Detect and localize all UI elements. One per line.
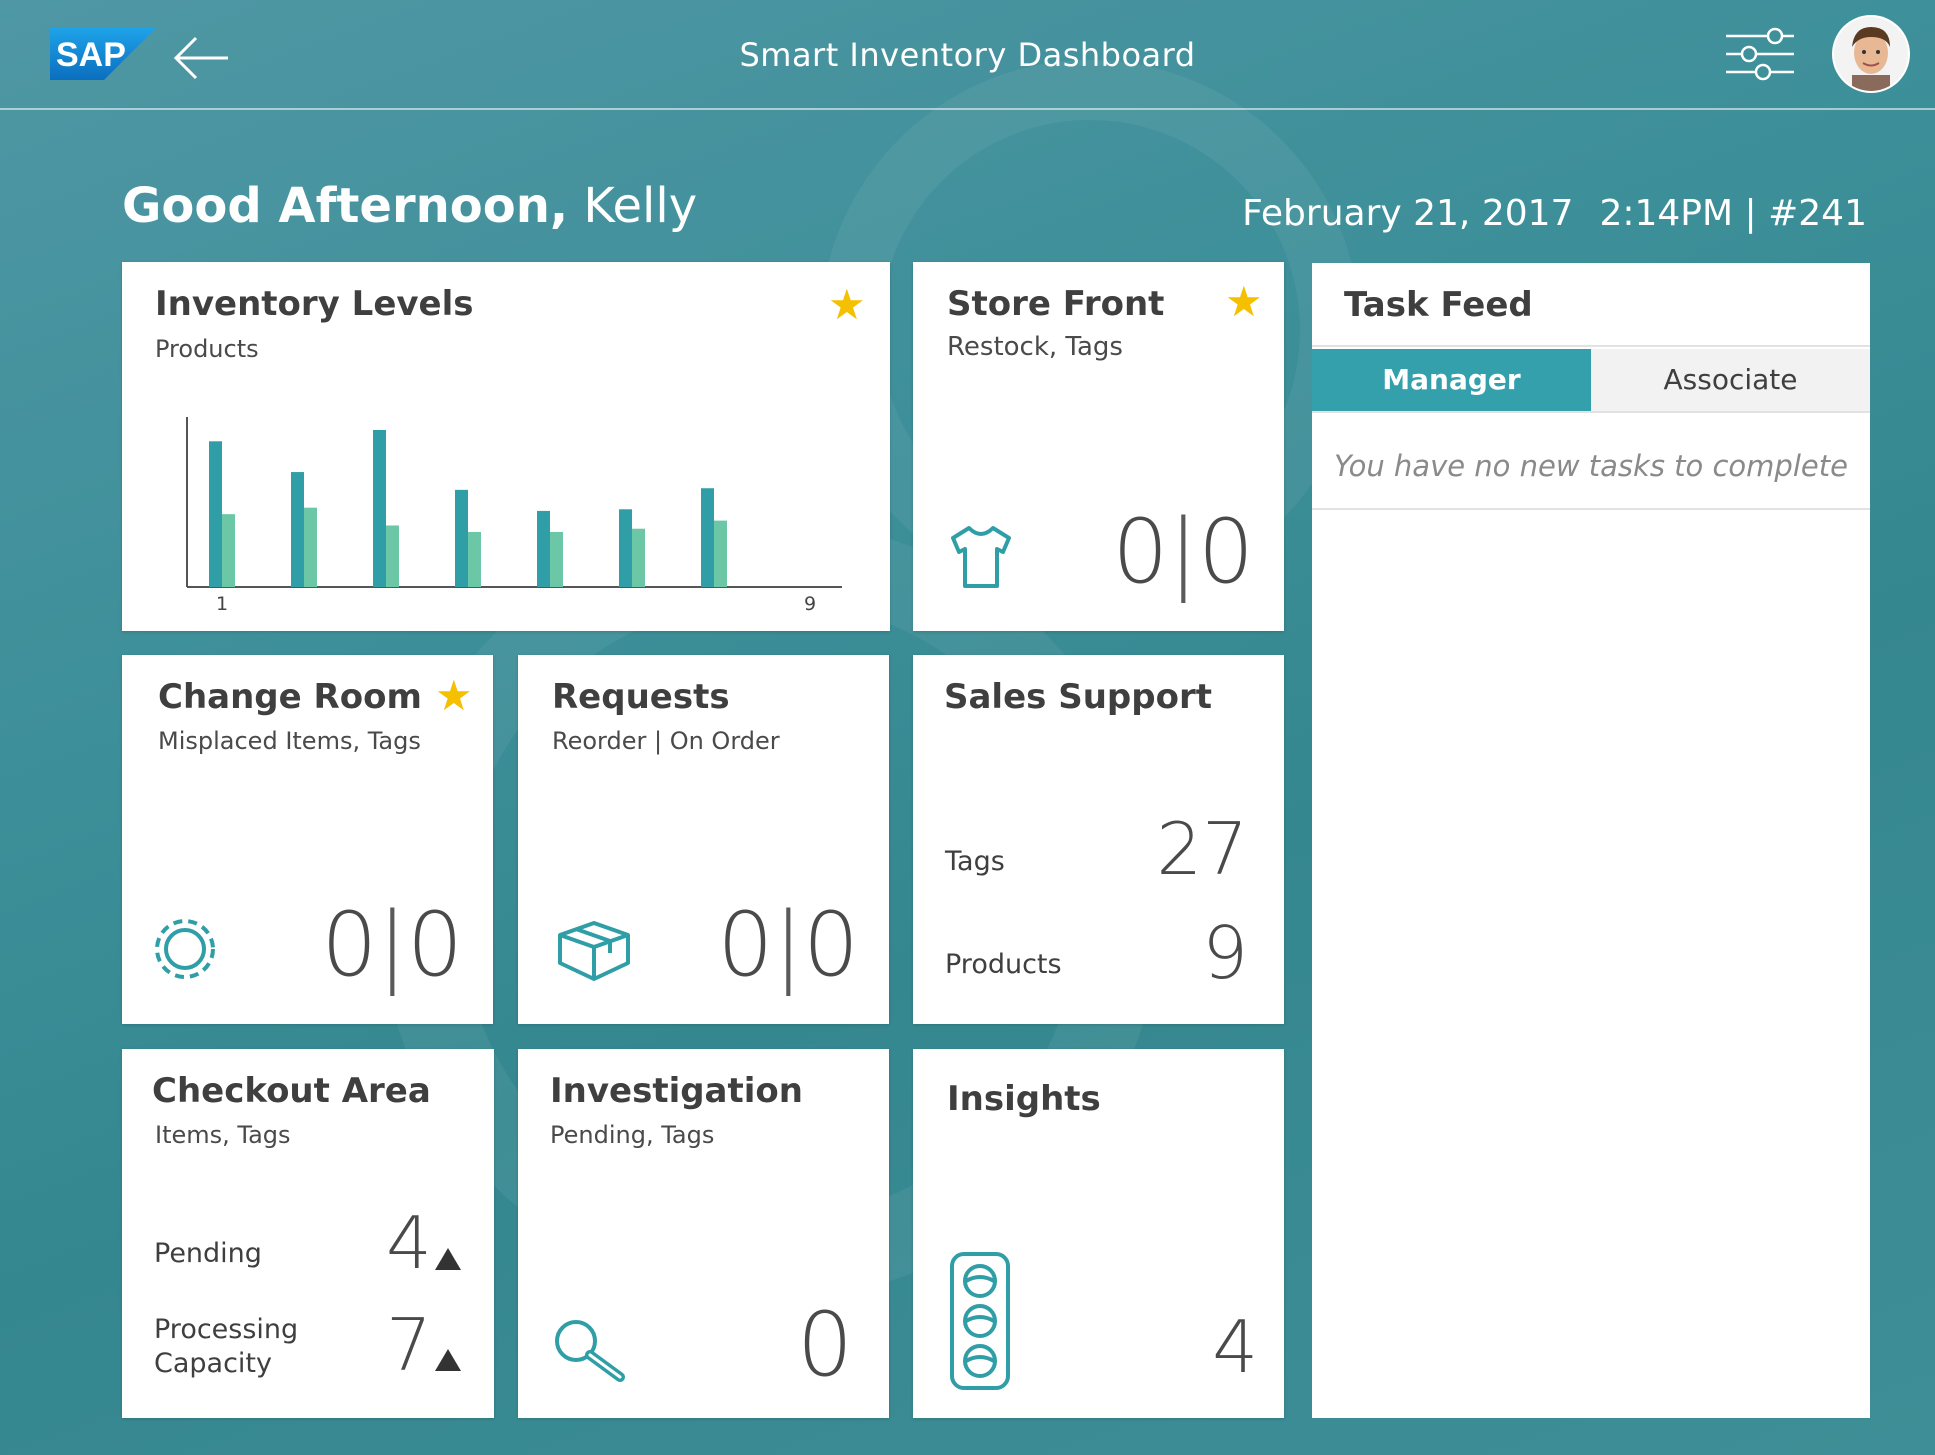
date-time-store: February 21, 2017 2:14PM | #241 (1242, 193, 1867, 234)
tile-sales-support[interactable]: Sales Support Tags 27 Products 9 (913, 655, 1284, 1024)
divider (1312, 411, 1870, 413)
bar-series-1-item-5 (537, 510, 550, 587)
tile-title: Change Room (158, 677, 422, 717)
tile-subtitle: Products (155, 335, 259, 363)
greeting-name: Kelly (583, 178, 698, 234)
trend-up-icon (435, 1248, 461, 1270)
tile-title: Insights (947, 1079, 1101, 1119)
divider (1312, 345, 1870, 347)
tile-store-front[interactable]: Store Front Restock, Tags ★ 0|0 (913, 262, 1284, 631)
tile-value: 0|0 (321, 901, 463, 989)
greeting-salutation: Good Afternoon, (122, 178, 569, 234)
bar-series-1-item-6 (619, 509, 632, 587)
sap-logo: SAP (50, 28, 156, 80)
x-tick-label: 9 (804, 593, 816, 615)
tile-subtitle: Misplaced Items, Tags (158, 727, 421, 755)
bar-series-2-item-6 (632, 528, 645, 587)
bar-series-2-item-4 (468, 531, 481, 587)
tile-subtitle: Items, Tags (155, 1121, 291, 1149)
tile-checkout-area[interactable]: Checkout Area Items, Tags Pending 4 Proc… (122, 1049, 494, 1418)
divider (1312, 508, 1870, 510)
favorite-star-icon[interactable]: ★ (435, 671, 473, 720)
tile-value: 4 (1212, 1305, 1258, 1389)
tile-change-room[interactable]: Change Room Misplaced Items, Tags ★ 0|0 (122, 655, 493, 1024)
value-left: 0 (717, 893, 774, 996)
metric-label: Pending (154, 1238, 262, 1269)
tab-manager[interactable]: Manager (1312, 349, 1591, 411)
tile-subtitle: Reorder | On Order (552, 727, 780, 755)
bar-series-2-item-2 (304, 507, 317, 587)
value-separator: | (1168, 500, 1198, 603)
current-date: February 21, 2017 (1242, 193, 1574, 234)
x-tick-label: 1 (216, 593, 228, 615)
tile-title: Sales Support (944, 677, 1212, 717)
bar-series-1-item-7 (701, 488, 714, 587)
metric-value: 4 (386, 1201, 432, 1285)
metric-label-line: Processing (154, 1314, 299, 1345)
tile-subtitle: Restock, Tags (947, 332, 1123, 362)
traffic-light-icon (950, 1252, 1010, 1390)
top-bar: SAP Smart Inventory Dashboard (0, 0, 1935, 110)
dashed-circle-icon (155, 919, 215, 979)
bar-series-1-item-1 (209, 441, 222, 587)
metric-value: 7 (386, 1303, 432, 1387)
favorite-star-icon[interactable]: ★ (828, 280, 866, 329)
value-left: 0 (321, 893, 378, 996)
tile-value: 0 (797, 1293, 853, 1396)
tile-title: Requests (552, 677, 730, 717)
bar-series-1-item-2 (291, 472, 304, 587)
tile-requests[interactable]: Requests Reorder | On Order 0|0 (518, 655, 889, 1024)
task-feed-panel: Task Feed Manager Associate You have no … (1312, 263, 1870, 1418)
settings-button[interactable] (1724, 26, 1796, 82)
tile-inventory-levels[interactable]: Inventory Levels Products ★ 1 9 (122, 262, 890, 631)
bar-series-1-item-4 (455, 489, 468, 587)
value-separator: | (773, 893, 803, 996)
settings-sliders-icon (1726, 27, 1794, 81)
value-right: 0 (407, 893, 463, 996)
metric-label: Tags (945, 846, 1005, 877)
metric-label: Processing Capacity (154, 1313, 298, 1381)
metric-label-line: Capacity (154, 1348, 272, 1379)
tab-associate[interactable]: Associate (1591, 349, 1870, 411)
svg-text:SAP: SAP (56, 36, 126, 74)
magnifier-icon (555, 1320, 625, 1382)
bar-series-2-item-7 (714, 520, 727, 587)
tile-insights[interactable]: Insights 4 (913, 1049, 1284, 1418)
empty-task-message: You have no new tasks to complete (1334, 449, 1848, 483)
tile-title: Checkout Area (152, 1071, 431, 1111)
tile-subtitle: Pending, Tags (550, 1121, 715, 1149)
user-avatar[interactable] (1834, 17, 1908, 91)
tile-value: 0|0 (717, 901, 859, 989)
trend-up-icon (435, 1349, 461, 1371)
tile-investigation[interactable]: Investigation Pending, Tags 0 (518, 1049, 889, 1418)
tile-value: 0|0 (1112, 508, 1254, 596)
greeting: Good Afternoon, Kelly (122, 178, 697, 234)
tile-title: Inventory Levels (155, 284, 474, 324)
app-title: Smart Inventory Dashboard (739, 36, 1196, 74)
current-time: 2:14PM (1599, 193, 1734, 234)
favorite-star-icon[interactable]: ★ (1225, 277, 1263, 326)
metric-label: Products (945, 949, 1062, 980)
tshirt-icon (951, 526, 1011, 588)
back-button[interactable] (172, 34, 232, 82)
tile-title: Store Front (947, 284, 1165, 324)
inventory-bar-chart: 1 9 (186, 417, 842, 615)
value-separator: | (377, 893, 407, 996)
metric-value: 9 (1202, 911, 1248, 995)
value-right: 0 (1198, 500, 1254, 603)
tile-title: Investigation (550, 1071, 803, 1111)
value-left: 0 (1112, 500, 1169, 603)
value-right: 0 (803, 893, 859, 996)
avatar-icon (1834, 17, 1908, 91)
bar-series-2-item-5 (550, 531, 563, 587)
back-arrow-icon (173, 36, 228, 80)
bar-series-1-item-3 (373, 429, 386, 587)
datetime-separator: | (1744, 193, 1757, 234)
store-number: #241 (1768, 193, 1867, 234)
metric-value: 27 (1156, 807, 1248, 891)
box-icon (558, 921, 630, 981)
task-feed-title: Task Feed (1344, 285, 1533, 325)
bar-series-2-item-1 (222, 514, 235, 587)
bar-series-2-item-3 (386, 525, 399, 587)
